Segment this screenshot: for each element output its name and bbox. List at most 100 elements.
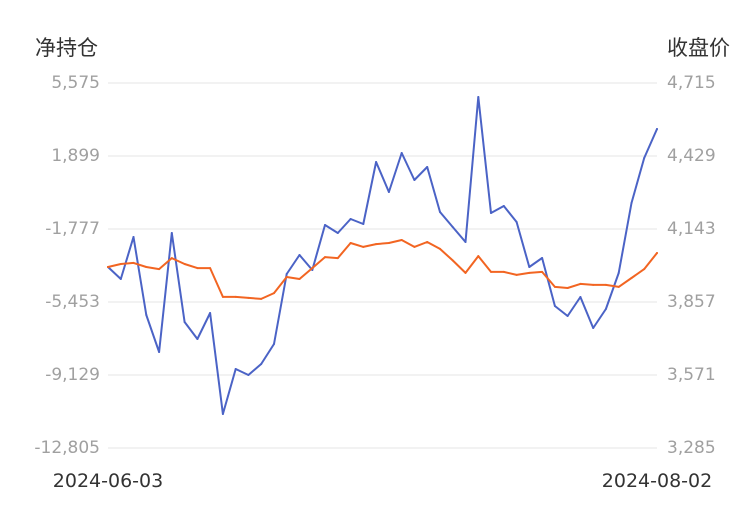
- left-axis-data-point: [324, 224, 326, 226]
- left-axis-data-point: [387, 191, 390, 193]
- right-axis-data-point: [604, 283, 607, 286]
- right-axis-data-point: [247, 296, 250, 299]
- right-axis-data-point: [579, 282, 582, 285]
- right-axis-data-point: [336, 257, 339, 260]
- right-axis-data-point: [502, 270, 505, 273]
- left-y-tick-label: 1,899: [51, 146, 100, 166]
- left-axis-data-point: [579, 296, 582, 298]
- left-axis-data-point: [592, 327, 595, 329]
- right-axis-title: 收盘价: [667, 36, 730, 60]
- right-axis-data-point: [362, 245, 365, 248]
- right-axis-data-point: [375, 243, 378, 246]
- right-axis-data-point: [324, 256, 326, 259]
- left-axis-data-point: [362, 223, 365, 225]
- left-axis-series: [107, 96, 658, 415]
- left-axis-data-point: [196, 338, 199, 340]
- left-y-tick-label: -1,777: [45, 219, 100, 239]
- right-axis-data-point: [643, 268, 646, 271]
- right-axis-data-point: [528, 271, 531, 274]
- left-axis-data-point: [119, 278, 122, 280]
- left-axis-data-point: [451, 226, 454, 228]
- left-axis-data-point: [375, 161, 378, 163]
- right-axis-data-point: [183, 263, 186, 265]
- right-axis-data-point: [298, 278, 301, 280]
- right-axis-data-point: [311, 267, 314, 270]
- right-axis-data-point: [400, 239, 403, 241]
- left-axis-data-point: [426, 166, 429, 168]
- left-axis-data-point: [643, 157, 646, 159]
- left-axis-data-point: [336, 232, 339, 234]
- left-axis-data-point: [132, 236, 135, 238]
- right-axis-data-point: [145, 266, 148, 268]
- left-axis-data-point: [209, 312, 212, 314]
- right-axis-data-point: [592, 283, 595, 286]
- right-axis-data-point: [158, 268, 161, 271]
- right-axis-data-point: [196, 267, 199, 270]
- gridlines: [108, 82, 657, 449]
- right-axis-data-point: [349, 242, 352, 244]
- right-y-tick-label: 3,285: [667, 438, 716, 458]
- left-y-tick-label: -12,805: [34, 438, 100, 458]
- right-axis-data-point: [566, 287, 569, 289]
- right-axis-data-point: [132, 261, 135, 264]
- left-axis-data-point: [502, 205, 505, 207]
- right-axis-data-point: [260, 297, 263, 300]
- right-axis-data-point: [170, 257, 173, 260]
- left-y-tick-label: -5,453: [45, 292, 100, 312]
- left-y-tick-label: 5,575: [51, 73, 100, 93]
- right-axis-data-point: [273, 292, 275, 295]
- left-axis-data-point: [234, 368, 237, 370]
- left-axis-data-point: [656, 128, 658, 130]
- left-axis-data-point: [515, 221, 518, 223]
- left-axis-data-point: [260, 363, 263, 365]
- x-tick-label: 2024-08-02: [602, 470, 712, 492]
- left-axis-data-point: [464, 241, 467, 243]
- left-axis-data-point: [617, 272, 620, 274]
- left-axis-data-point: [490, 212, 492, 214]
- right-axis-data-point: [107, 266, 109, 268]
- right-y-tick-label: 3,571: [667, 365, 716, 385]
- right-axis-series-line: [107, 239, 658, 300]
- axis-tick-labels: 5,575 1,899 -1,777 -5,453 -9,129 -12,805 4,715…: [34, 73, 715, 492]
- right-axis-data-point: [285, 276, 288, 278]
- left-axis-data-point: [170, 232, 173, 234]
- left-axis-data-point: [298, 254, 301, 256]
- right-axis-data-point: [209, 267, 212, 270]
- left-axis-data-point: [145, 314, 148, 316]
- left-y-tick-label: -9,129: [45, 365, 100, 385]
- right-y-tick-label: 3,857: [667, 292, 716, 312]
- left-axis-data-point: [630, 202, 633, 204]
- left-axis-data-point: [183, 321, 186, 323]
- right-axis-data-point: [477, 255, 480, 258]
- left-axis-data-point: [247, 374, 250, 376]
- right-axis-data-point: [439, 247, 441, 250]
- left-axis-data-point: [477, 96, 480, 98]
- right-axis-data-point: [234, 295, 237, 298]
- right-axis-data-point: [451, 259, 454, 262]
- left-axis-data-point: [528, 266, 531, 268]
- right-axis-series: [107, 239, 658, 300]
- right-axis-data-point: [426, 241, 429, 243]
- right-axis-data-point: [617, 285, 620, 288]
- left-axis-data-point: [400, 152, 403, 154]
- right-axis-data-point: [541, 270, 544, 273]
- left-axis-data-point: [285, 273, 288, 275]
- right-axis-data-point: [515, 273, 518, 276]
- right-axis-data-point: [630, 277, 633, 279]
- x-tick-label: 2024-06-03: [53, 470, 163, 492]
- right-axis-data-point: [656, 252, 658, 254]
- left-axis-data-point: [553, 305, 556, 307]
- left-axis-series-line: [107, 96, 658, 415]
- left-axis-data-point: [566, 315, 569, 317]
- left-axis-data-point: [413, 179, 416, 181]
- right-axis-data-point: [119, 263, 122, 265]
- left-axis-data-point: [604, 308, 607, 310]
- right-y-tick-label: 4,143: [667, 219, 716, 239]
- right-axis-data-point: [464, 271, 467, 274]
- left-axis-data-point: [221, 413, 224, 415]
- right-axis-data-point: [221, 295, 224, 298]
- right-y-tick-label: 4,429: [667, 146, 716, 166]
- right-axis-data-point: [413, 245, 416, 248]
